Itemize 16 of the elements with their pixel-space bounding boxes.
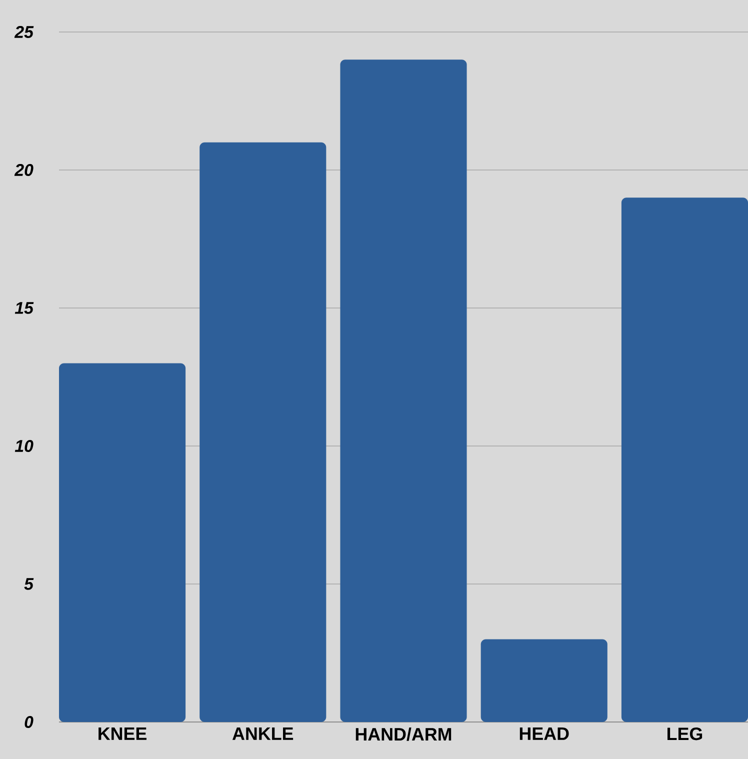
x-tick-label: LEG bbox=[667, 728, 702, 740]
y-tick-label: 15 bbox=[14, 302, 34, 314]
x-tick-label: HEAD bbox=[520, 728, 569, 740]
x-tick-label: KNEE bbox=[98, 728, 146, 740]
y-tick-label: 0 bbox=[24, 716, 34, 728]
bar bbox=[340, 60, 467, 722]
bar bbox=[480, 639, 608, 722]
y-tick-label: 20 bbox=[14, 164, 34, 176]
x-tick-label: HAND/ARM bbox=[356, 728, 451, 741]
x-tick-label: ANKLE bbox=[232, 728, 293, 740]
y-tick-label: 10 bbox=[14, 440, 34, 452]
bar bbox=[199, 142, 326, 722]
y-tick-label: 25 bbox=[14, 26, 34, 38]
bar bbox=[58, 363, 186, 722]
bar bbox=[621, 198, 748, 722]
y-tick-label: 5 bbox=[24, 578, 34, 590]
